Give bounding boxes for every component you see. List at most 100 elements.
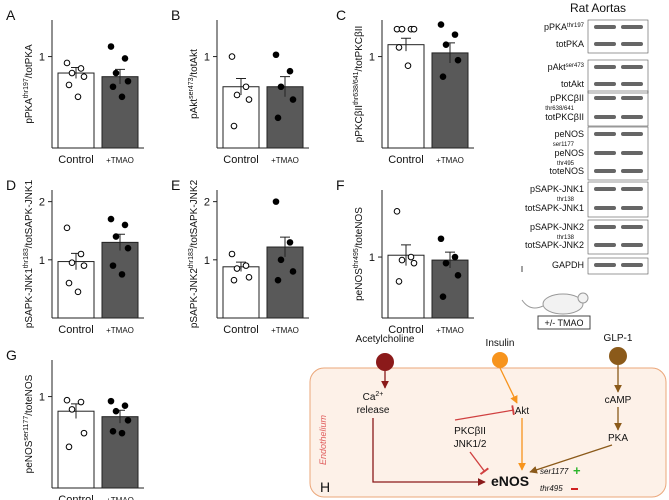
data-point <box>118 93 126 101</box>
bar <box>222 266 260 319</box>
data-point <box>439 293 447 300</box>
y-label-main: pAkt <box>189 99 200 119</box>
data-point <box>65 443 73 451</box>
data-point <box>437 21 445 28</box>
blot-label: totSAPK-JNK1 <box>525 203 584 213</box>
data-point <box>118 271 126 278</box>
data-point <box>454 272 462 279</box>
blot-label: pSAPK-JNK2 <box>530 222 584 232</box>
y-label-sup: ser1177 <box>23 416 30 441</box>
data-point <box>109 262 117 269</box>
blot-label: totSAPK-JNK2 <box>525 240 584 250</box>
blot-frame <box>587 19 649 54</box>
y-label-sup: thr638/641 <box>353 71 360 105</box>
bar-chart: D 1 2 pSAPK-JNK1thr183/totSAPK-JNK1 Control +… <box>6 177 144 336</box>
data-point <box>74 93 82 101</box>
data-point <box>228 250 236 258</box>
y-label-main: pSAPK-JNK2 <box>189 268 200 328</box>
data-point <box>245 96 253 103</box>
blot-frame <box>587 90 649 127</box>
data-point <box>121 402 129 410</box>
glp1-label: GLP-1 <box>604 333 633 344</box>
blot-label-main: peNOS <box>554 129 584 139</box>
data-point <box>80 73 88 80</box>
y-label-sup: thr183 <box>188 248 195 268</box>
y-axis-label: pPKCβIIthr638/641/totPKCβII <box>353 26 365 143</box>
data-point <box>272 51 280 59</box>
blot-band <box>621 25 643 29</box>
panel-letter: B <box>171 7 180 23</box>
enos-label: eNOS <box>491 473 529 489</box>
data-point <box>74 288 82 296</box>
y-axis-label: pSAPK-JNK2thr183/totSAPK-JNK2 <box>188 179 200 328</box>
data-point <box>272 198 280 205</box>
panel-letter: E <box>171 177 180 193</box>
blot-band <box>594 187 616 191</box>
blot-band <box>594 25 616 29</box>
blot-label: GAPDH <box>552 260 584 270</box>
data-point <box>121 55 129 62</box>
bar <box>431 259 469 319</box>
y-label-sup: thr197 <box>23 78 30 98</box>
y-label-rest: /toteNOS <box>354 207 365 248</box>
y-tick-label: 2 <box>204 197 210 209</box>
ca-sup: 2+ <box>375 391 383 398</box>
blot-label-note: thr138 <box>557 235 575 241</box>
y-label-main: pSAPK-JNK1 <box>24 268 35 328</box>
data-point <box>395 44 403 51</box>
data-point <box>395 278 403 285</box>
bar <box>101 76 139 149</box>
blot-label-main: totPKA <box>556 39 584 49</box>
panel-letter: H <box>320 479 330 495</box>
data-point <box>451 31 459 38</box>
panel-letter: C <box>336 7 346 23</box>
y-axis-label: pAktser473/totAkt <box>188 49 200 119</box>
data-point <box>68 406 76 413</box>
data-point <box>289 268 297 275</box>
blot-band <box>621 82 643 86</box>
data-point <box>274 114 282 122</box>
blot-label-note: thr495 <box>557 161 575 167</box>
blot: Rat Aortas pPKAthr197 totPKA pAktser473 tot… <box>521 1 649 275</box>
jnk-label: JNK1/2 <box>454 439 487 450</box>
blot-frame <box>587 59 649 94</box>
bar-chart: G 1 peNOSser1177/toteNOS Control +TMAO <box>6 347 144 500</box>
data-point <box>118 429 126 437</box>
x-tick-label: Control <box>388 154 423 166</box>
data-point <box>124 417 132 424</box>
data-point <box>77 250 85 258</box>
y-label-sup: thr183 <box>23 248 30 268</box>
blot-label-main: GAPDH <box>552 260 584 270</box>
insulin-label: Insulin <box>486 338 515 349</box>
data-point <box>121 221 129 229</box>
blot-band <box>621 187 643 191</box>
data-point <box>398 25 406 33</box>
bar <box>387 254 425 319</box>
blot-band <box>594 206 616 210</box>
blot-label-main: totSAPK-JNK2 <box>525 240 584 250</box>
error-bar <box>280 76 290 97</box>
data-point <box>230 122 238 130</box>
y-axis-label: peNOSser1177/toteNOS <box>23 374 35 473</box>
error-bar <box>280 236 290 257</box>
treatment-box <box>537 315 591 330</box>
data-point <box>242 262 250 269</box>
data-point <box>80 429 88 437</box>
data-point <box>442 41 450 48</box>
blot-label: pAktser473 <box>548 62 585 72</box>
data-point <box>63 396 71 404</box>
data-point <box>68 69 76 77</box>
release-label: release <box>357 405 390 416</box>
ca: Ca <box>363 392 376 403</box>
acetylcholine-label: Acetylcholine <box>356 334 415 345</box>
data-point <box>442 259 450 267</box>
error-bar <box>401 244 411 266</box>
bar <box>57 72 95 149</box>
error-bar <box>236 261 246 272</box>
y-label-main: peNOS <box>354 268 365 301</box>
arrow <box>372 418 486 486</box>
blot-label: totPKA <box>556 39 584 49</box>
blot-label-sup: ser473 <box>566 63 585 69</box>
data-point <box>109 428 117 435</box>
